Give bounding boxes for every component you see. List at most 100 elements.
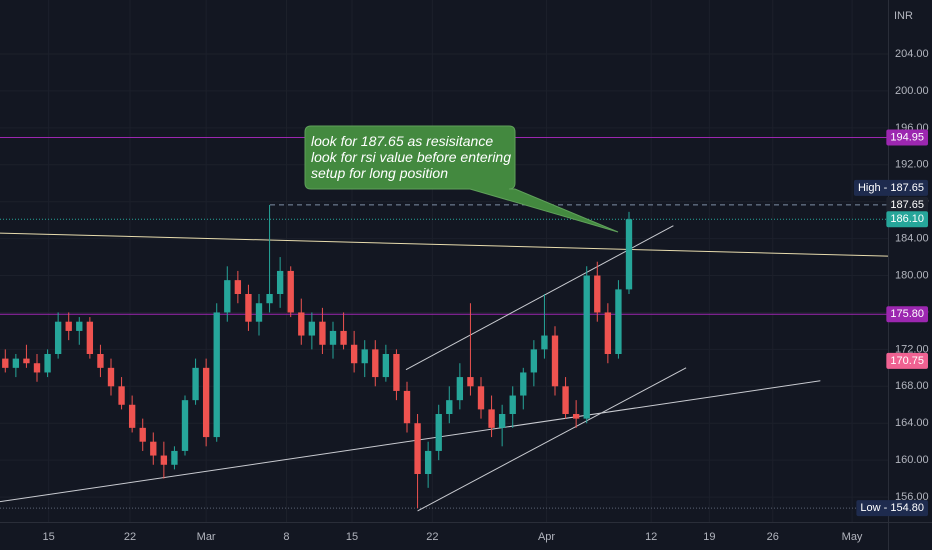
candle-body xyxy=(625,219,633,290)
candle-body xyxy=(171,450,178,465)
candle-body xyxy=(319,321,326,345)
candle-body xyxy=(97,354,104,368)
y-tick-label: 168.00 xyxy=(895,380,929,392)
candle-body xyxy=(340,330,347,345)
candle-body xyxy=(160,455,168,465)
x-tick-label: 26 xyxy=(767,531,779,543)
x-tick-label: Mar xyxy=(197,531,216,543)
candle-body xyxy=(181,400,189,451)
price-label: 170.75 xyxy=(886,352,928,369)
candle-body xyxy=(498,414,506,428)
candle-body xyxy=(414,423,421,474)
candle-body xyxy=(54,321,62,354)
candle-body xyxy=(287,270,294,313)
candle-body xyxy=(255,303,263,322)
price-label-text: 187.65 xyxy=(890,199,924,211)
candle-body xyxy=(329,330,337,345)
y-tick-label: 160.00 xyxy=(895,454,929,466)
x-tick-label: 12 xyxy=(645,531,657,543)
x-tick-label: 22 xyxy=(124,531,136,543)
candle-body xyxy=(139,427,146,442)
trend-line xyxy=(417,367,687,512)
candle-body xyxy=(435,414,442,451)
candle-body xyxy=(615,289,622,354)
y-tick-label: 164.00 xyxy=(895,417,929,429)
candle-body xyxy=(562,386,569,414)
candle-body xyxy=(594,275,601,313)
price-label-text: Low - 154.80 xyxy=(860,502,924,514)
candle-body xyxy=(509,395,516,414)
price-label-text: 175.80 xyxy=(890,308,924,320)
trend-line xyxy=(0,232,889,257)
price-label: High - 187.65 xyxy=(853,179,928,196)
candle-body xyxy=(224,280,231,313)
price-label-bg xyxy=(886,352,928,369)
candle-body xyxy=(192,367,199,401)
candle-body xyxy=(298,312,305,336)
y-tick-label: 200.00 xyxy=(895,85,929,97)
currency-label: INR xyxy=(894,10,913,22)
candle-body xyxy=(393,354,400,391)
candle-body xyxy=(530,349,538,373)
price-label: 194.95 xyxy=(886,129,928,146)
candle-body xyxy=(44,354,51,373)
annotation-text: look for rsi value before entering xyxy=(311,149,511,165)
price-label-text: 170.75 xyxy=(890,355,924,367)
y-tick-label: 180.00 xyxy=(895,269,929,281)
x-tick-label: Apr xyxy=(538,531,555,543)
candle-body xyxy=(583,275,590,419)
x-tick-label: 22 xyxy=(426,531,438,543)
price-label: Low - 154.80 xyxy=(856,500,928,517)
price-label-bg xyxy=(853,179,928,196)
y-tick-label: 184.00 xyxy=(895,233,929,245)
price-label: 186.10 xyxy=(886,211,928,228)
candle-body xyxy=(361,349,368,364)
candle-body xyxy=(446,400,453,414)
candle-body xyxy=(234,280,242,294)
annotation-box xyxy=(304,125,619,233)
price-label: 175.80 xyxy=(886,306,928,323)
price-label-bg xyxy=(886,211,928,228)
y-tick-label: 204.00 xyxy=(895,48,929,60)
candle-body xyxy=(86,321,94,354)
candle-body xyxy=(128,404,136,428)
candle-body xyxy=(150,441,157,456)
price-label: 187.65 xyxy=(886,196,928,213)
candle-body xyxy=(424,450,432,474)
candle-body xyxy=(382,354,390,378)
x-tick-label: 15 xyxy=(346,531,358,543)
candle-body xyxy=(604,312,612,354)
y-tick-label: 172.00 xyxy=(895,343,929,355)
price-label-bg xyxy=(886,306,928,323)
candle-body xyxy=(541,335,548,350)
candle-body xyxy=(488,409,495,428)
price-label-text: 186.10 xyxy=(890,213,924,225)
candle-body xyxy=(308,321,316,336)
x-tick-label: May xyxy=(842,531,863,543)
price-label-text: 194.95 xyxy=(890,131,924,143)
price-label-bg xyxy=(886,129,928,146)
candle-body xyxy=(350,344,358,364)
y-tick-label: 192.00 xyxy=(895,159,929,171)
annotation-text: setup for long position xyxy=(311,165,448,181)
candle-body xyxy=(65,321,72,331)
trend-line xyxy=(0,380,821,503)
candle-body xyxy=(467,377,474,387)
candle-body xyxy=(266,294,273,304)
candle-body xyxy=(456,377,464,401)
candle-body xyxy=(33,363,41,373)
candle-body xyxy=(202,367,210,438)
y-tick-label: 156.00 xyxy=(895,491,929,503)
candle-body xyxy=(12,358,20,368)
candle-body xyxy=(118,386,125,405)
candle-body xyxy=(76,321,83,331)
candle-body xyxy=(403,390,411,424)
price-label-bg xyxy=(886,196,928,213)
candle-body xyxy=(372,349,379,378)
candle-body xyxy=(477,386,485,410)
candle-body xyxy=(213,312,220,438)
x-tick-label: 19 xyxy=(703,531,715,543)
